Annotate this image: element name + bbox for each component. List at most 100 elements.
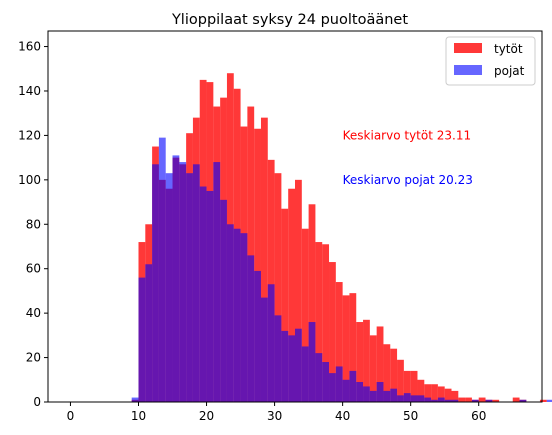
bar-pojat-11 — [145, 264, 153, 402]
bar-pojat-32 — [288, 335, 295, 402]
x-tick-label: 50 — [403, 409, 418, 423]
x-tick-label: 20 — [199, 409, 214, 423]
bar-pojat-46 — [383, 390, 391, 402]
y-tick-label: 60 — [26, 262, 41, 276]
bar-pojat-24 — [233, 228, 241, 402]
bar-pojat-21 — [213, 162, 221, 402]
bar-tytot-62 — [492, 399, 500, 402]
y-tick-label: 160 — [18, 40, 41, 54]
bar-tytot-29 — [267, 159, 275, 402]
y-tick-label: 80 — [26, 217, 41, 231]
bar-pojat-20 — [206, 190, 214, 402]
bar-pojat-47 — [390, 388, 398, 402]
bar-tytot-33 — [295, 179, 302, 402]
bar-tytot-41 — [349, 293, 357, 402]
bar-pojat-30 — [274, 315, 282, 402]
bar-pojat-66 — [519, 399, 527, 402]
bar-tytot-46 — [383, 344, 391, 402]
bar-tytot-51 — [417, 379, 425, 402]
bar-tytot-52 — [424, 384, 432, 402]
bar-pojat-33 — [295, 328, 302, 402]
x-tick-label: 40 — [335, 409, 350, 423]
bar-pojat-17 — [186, 173, 193, 402]
bar-tytot-43 — [363, 319, 370, 402]
bar-tytot-69 — [539, 399, 547, 402]
bar-pojat-44 — [369, 390, 377, 402]
bar-tytot-31 — [281, 208, 289, 402]
bar-tytot-49 — [403, 370, 411, 402]
bar-pojat-61 — [485, 399, 493, 402]
x-tick-label: 0 — [67, 409, 75, 423]
bar-tytot-32 — [288, 188, 295, 402]
bar-tytot-34 — [301, 228, 309, 402]
bar-pojat-39 — [335, 366, 343, 402]
bar-pojat-49 — [403, 393, 411, 402]
bar-pojat-29 — [267, 284, 275, 402]
x-tick-label: 10 — [131, 409, 146, 423]
bar-pojat-42 — [356, 382, 364, 402]
bar-pojat-45 — [376, 382, 384, 402]
bar-tytot-38 — [329, 262, 336, 402]
bar-pojat-41 — [349, 370, 357, 402]
bar-pojat-37 — [322, 362, 330, 402]
bar-tytot-56 — [451, 390, 459, 402]
y-tick-label: 100 — [18, 173, 41, 187]
bar-pojat-52 — [424, 397, 432, 402]
bar-tytot-50 — [410, 370, 418, 402]
bar-pojat-38 — [329, 373, 336, 402]
legend-label-tytot: tytöt — [494, 42, 523, 56]
annotation-mean-girls: Keskiarvo tytöt 23.11 — [343, 128, 471, 142]
x-axis: 0 10 20 30 40 50 60 — [67, 402, 486, 423]
y-tick-label: 120 — [18, 128, 41, 142]
bar-tytot-47 — [390, 348, 398, 402]
bar-pojat-14 — [165, 173, 173, 402]
y-tick-label: 140 — [18, 84, 41, 98]
bar-pojat-19 — [199, 186, 207, 402]
bar-pojat-35 — [308, 322, 316, 402]
bar-pojat-12 — [152, 164, 159, 402]
legend-swatch-pojat — [454, 65, 482, 75]
legend-label-pojat: pojat — [494, 64, 525, 78]
bar-pojat-25 — [240, 233, 248, 402]
bar-tytot-37 — [322, 244, 330, 402]
bar-tytot-58 — [465, 397, 472, 402]
y-tick-label: 20 — [26, 351, 41, 365]
bar-pojat-36 — [315, 353, 323, 402]
bar-pojat-70 — [546, 399, 552, 402]
bar-tytot-57 — [458, 397, 466, 402]
bar-tytot-40 — [342, 295, 350, 402]
y-tick-label: 0 — [33, 395, 41, 409]
bar-tytot-44 — [369, 335, 377, 402]
bar-pojat-23 — [226, 224, 234, 402]
bar-tytot-55 — [444, 388, 452, 402]
bar-pojat-10 — [138, 277, 146, 402]
bar-tytot-53 — [431, 384, 438, 402]
bar-tytot-39 — [335, 282, 343, 402]
bar-pojat-16 — [179, 162, 187, 402]
bar-tytot-45 — [376, 326, 384, 402]
legend-swatch-tytot — [454, 43, 482, 53]
bar-pojat-56 — [451, 399, 459, 402]
plot-frame — [47, 30, 543, 403]
bar-tytot-42 — [356, 322, 364, 402]
bar-pojat-43 — [363, 386, 370, 402]
annotation-mean-boys: Keskiarvo pojat 20.23 — [343, 173, 473, 187]
bar-tytot-26 — [247, 106, 255, 403]
bar-pojat-59 — [471, 399, 479, 402]
legend: tytöt pojat — [445, 36, 536, 86]
bar-pojat-40 — [342, 379, 350, 402]
bar-pojat-54 — [437, 397, 445, 402]
bar-pojat-15 — [172, 155, 180, 402]
x-tick-label: 30 — [267, 409, 282, 423]
bar-tytot-54 — [437, 386, 445, 402]
bar-tytot-30 — [274, 173, 282, 402]
bar-pojat-51 — [417, 395, 425, 402]
bar-pojat-31 — [281, 330, 289, 402]
bar-pojat-13 — [158, 137, 166, 402]
bar-tytot-35 — [308, 204, 316, 402]
bar-pojat-9 — [131, 397, 139, 402]
y-axis: 0 20 40 60 80 100 120 140 160 — [18, 40, 48, 409]
bar-tytot-60 — [478, 397, 486, 402]
bar-pojat-27 — [254, 270, 261, 402]
